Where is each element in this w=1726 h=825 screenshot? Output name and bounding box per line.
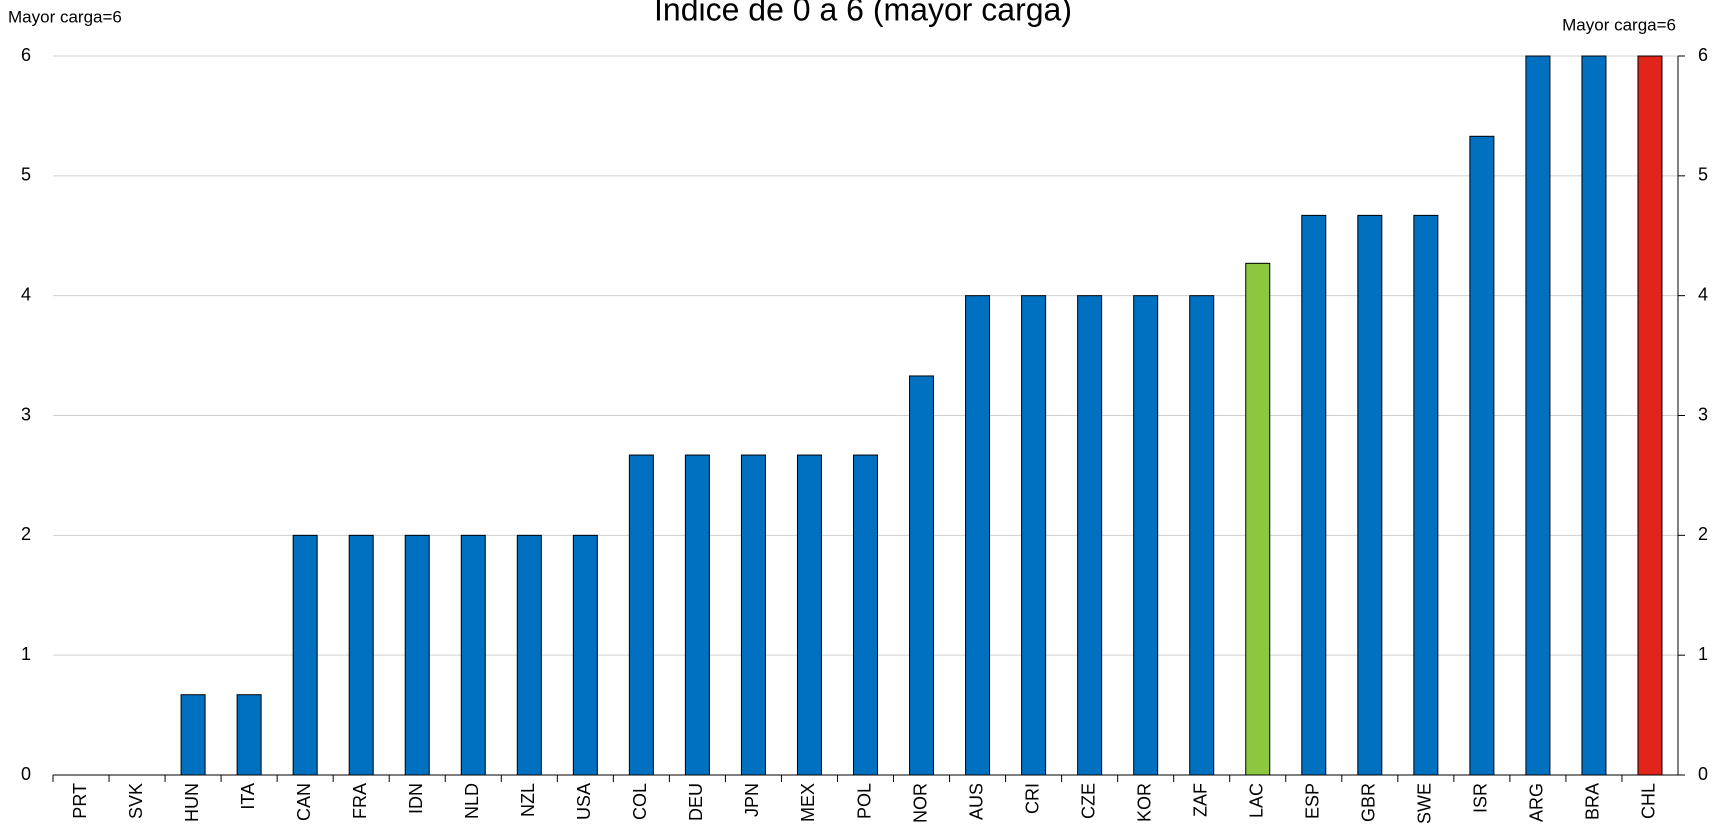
y2-tick-label: 4 bbox=[1698, 284, 1708, 304]
x-tick-label: USA bbox=[574, 783, 594, 820]
bar bbox=[292, 534, 318, 776]
bar bbox=[236, 694, 262, 776]
bar bbox=[740, 454, 766, 776]
y2-tick-label: 3 bbox=[1698, 404, 1708, 424]
x-tick-label: COL bbox=[630, 783, 650, 820]
bar bbox=[1301, 214, 1327, 776]
x-tick-label: KOR bbox=[1134, 783, 1154, 822]
bar bbox=[1245, 262, 1271, 776]
y-tick-label: 0 bbox=[21, 764, 31, 784]
bar bbox=[1525, 55, 1551, 776]
bar bbox=[460, 534, 486, 776]
chart-title: Índice de 0 a 6 (mayor carga) bbox=[654, 0, 1072, 27]
x-tick-label: CAN bbox=[294, 783, 314, 821]
x-tick-label: ISR bbox=[1471, 783, 1491, 813]
y2-tick-label: 6 bbox=[1698, 45, 1708, 65]
y-tick-label: 3 bbox=[21, 404, 31, 424]
x-tick-label: JPN bbox=[742, 783, 762, 817]
x-tick-label: SWE bbox=[1415, 783, 1435, 824]
bar bbox=[572, 534, 598, 776]
x-tick-label: CHL bbox=[1639, 783, 1659, 819]
bar bbox=[965, 295, 991, 776]
x-tick-label: ARG bbox=[1527, 783, 1547, 822]
bar bbox=[796, 454, 822, 776]
x-tick-label: ESP bbox=[1303, 783, 1323, 819]
x-tick-label: CZE bbox=[1078, 783, 1098, 819]
bar bbox=[516, 534, 542, 776]
bar bbox=[1077, 295, 1103, 776]
x-tick-label: NOR bbox=[910, 783, 930, 823]
bar bbox=[1413, 214, 1439, 776]
y-tick-label: 2 bbox=[21, 524, 31, 544]
bar bbox=[628, 454, 654, 776]
y2-tick-label: 2 bbox=[1698, 524, 1708, 544]
bar bbox=[1637, 55, 1663, 776]
bar bbox=[909, 375, 935, 776]
bar bbox=[1021, 295, 1047, 776]
x-tick-label: GBR bbox=[1359, 783, 1379, 822]
y-tick-label: 5 bbox=[21, 165, 31, 185]
bar bbox=[1581, 55, 1607, 776]
x-tick-label: ZAF bbox=[1190, 783, 1210, 817]
x-tick-label: LAC bbox=[1246, 783, 1266, 818]
x-tick-label: MEX bbox=[798, 783, 818, 822]
bar bbox=[1469, 135, 1495, 776]
y2-tick-label: 1 bbox=[1698, 644, 1708, 664]
bar bbox=[348, 534, 374, 776]
x-tick-label: HUN bbox=[182, 783, 202, 822]
y-tick-label: 1 bbox=[21, 644, 31, 664]
x-tick-label: AUS bbox=[966, 783, 986, 820]
bar bbox=[1357, 214, 1383, 776]
bar bbox=[684, 454, 710, 776]
x-tick-label: ITA bbox=[238, 783, 258, 810]
x-tick-label: DEU bbox=[686, 783, 706, 821]
x-tick-label: NZL bbox=[518, 783, 538, 817]
x-tick-label: CRI bbox=[1022, 783, 1042, 814]
x-tick-label: FRA bbox=[350, 783, 370, 819]
y2-tick-label: 5 bbox=[1698, 165, 1708, 185]
y2-tick-label: 0 bbox=[1698, 764, 1708, 784]
x-tick-label: SVK bbox=[126, 783, 146, 819]
x-tick-label: POL bbox=[854, 783, 874, 819]
y-tick-label: 6 bbox=[21, 45, 31, 65]
y-axis-label: Mayor carga=6 bbox=[8, 7, 122, 26]
x-tick-label: PRT bbox=[70, 783, 90, 819]
y2-axis-label: Mayor carga=6 bbox=[1562, 15, 1676, 34]
bar bbox=[853, 454, 878, 776]
bar bbox=[404, 534, 430, 776]
bar bbox=[1189, 295, 1215, 776]
x-tick-label: BRA bbox=[1583, 783, 1603, 820]
x-tick-label: IDN bbox=[406, 783, 426, 814]
y-tick-label: 4 bbox=[21, 284, 31, 304]
bar bbox=[1133, 295, 1159, 776]
bar bbox=[180, 694, 206, 776]
x-tick-label: NLD bbox=[462, 783, 482, 819]
